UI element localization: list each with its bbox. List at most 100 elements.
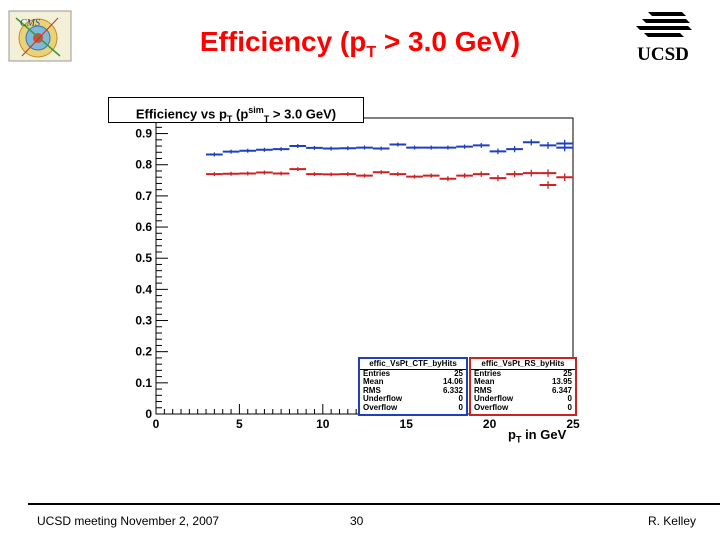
stats-value: 0: [458, 394, 463, 404]
stats-label: Mean: [474, 377, 495, 387]
chart-title-f: > 3.0 GeV): [269, 106, 337, 122]
data-point: [539, 141, 557, 149]
stats-value: 25: [563, 369, 572, 378]
y-tick-label: 0: [145, 407, 152, 421]
stats-label: Entries: [363, 369, 391, 378]
chart-title-d: sim: [248, 105, 264, 115]
data-point: [272, 171, 290, 176]
slide-title-sub: T: [366, 44, 377, 61]
x-tick-label: 5: [236, 417, 243, 431]
data-point: [222, 149, 240, 154]
data-point: [372, 146, 390, 151]
stats-label: Overflow: [474, 402, 509, 412]
chart-title-b: T: [226, 113, 233, 124]
y-tick-label: 0.2: [135, 345, 152, 359]
stats-row: Mean 13.95: [471, 377, 575, 387]
x-tick-label: 15: [400, 417, 414, 431]
x-axis-label-a: p: [508, 427, 516, 442]
data-point: [472, 142, 490, 148]
data-point: [406, 145, 423, 150]
data-point: [239, 148, 257, 153]
data-point: [489, 175, 507, 182]
chart-title: Efficiency vs pT (psimT > 3.0 GeV): [108, 97, 364, 124]
stats-value: 0: [458, 402, 463, 412]
data-point: [506, 146, 523, 153]
x-axis-label: pT in GeV: [508, 427, 566, 445]
data-point: [522, 169, 540, 177]
stats-label: RMS: [363, 385, 381, 395]
slide-title: Efficiency (pT > 3.0 GeV): [130, 26, 590, 62]
stats-row: Mean 14.06: [360, 377, 466, 387]
y-tick-label: 0.9: [135, 127, 152, 141]
stats-label: Entries: [474, 369, 502, 378]
y-tick-label: 0.4: [135, 282, 152, 296]
data-point: [306, 145, 323, 150]
series-ctf: [206, 139, 573, 157]
data-point: [256, 170, 273, 175]
stats-row: RMS 6.332: [360, 385, 466, 395]
series-rs: [206, 167, 573, 189]
ucsd-logo-text: UCSD: [637, 44, 689, 64]
data-point: [239, 171, 257, 176]
x-tick-label: 10: [316, 417, 330, 431]
stats-box-rs: effic_VsPt_RS_byHits Entries 25 Mean 13.95…: [469, 357, 577, 416]
stats-value: 0: [567, 402, 572, 412]
data-point: [539, 181, 557, 189]
stats-row: Underflow 0: [471, 394, 575, 404]
stats-value: 6.332: [442, 385, 463, 395]
data-point: [389, 142, 407, 147]
stats-row: RMS 6.347: [471, 385, 575, 395]
slide-title-prefix: Efficiency (p: [199, 26, 367, 57]
data-point: [372, 170, 390, 175]
data-point: [356, 173, 373, 178]
data-point: [539, 169, 557, 177]
slide-title-suffix: > 3.0 GeV): [376, 26, 521, 57]
y-tick-label: 0.6: [135, 220, 152, 234]
ucsd-logo: UCSD: [626, 8, 700, 69]
y-tick-label: 0.5: [135, 251, 152, 265]
data-point: [472, 171, 490, 177]
stats-box-ctf-name: effic_VsPt_CTF_byHits: [360, 359, 466, 370]
footer-rule: [28, 503, 720, 505]
chart-title-a: Efficiency vs p: [135, 106, 227, 122]
y-tick-label: 0.7: [135, 189, 152, 203]
stats-row: Underflow 0: [360, 394, 466, 404]
stats-label: Underflow: [474, 394, 514, 404]
data-point: [306, 172, 323, 177]
stats-label: Underflow: [363, 394, 403, 404]
x-tick-label: 0: [153, 417, 160, 431]
stats-box-ctf: effic_VsPt_CTF_byHits Entries 25 Mean 14.0…: [358, 357, 468, 416]
y-tick-label: 0.3: [135, 314, 152, 328]
data-point: [339, 172, 357, 177]
stats-value: 13.95: [551, 377, 572, 387]
x-axis-label-c: in GeV: [521, 427, 567, 442]
data-point: [256, 147, 273, 152]
data-point: [289, 144, 307, 149]
stats-row: Overflow 0: [471, 402, 575, 412]
data-point: [439, 145, 457, 150]
stats-row: Overflow 0: [360, 402, 466, 412]
data-point: [206, 152, 223, 157]
data-point: [556, 139, 573, 148]
data-point: [222, 171, 240, 176]
footer-meeting: UCSD meeting November 2, 2007: [37, 514, 220, 528]
cms-logo: CMS: [8, 10, 72, 67]
stats-label: RMS: [474, 385, 492, 395]
x-tick-label: 25: [566, 417, 580, 431]
data-point: [406, 174, 423, 179]
stats-label: Mean: [363, 377, 384, 387]
footer-author: R. Kelley: [647, 514, 696, 528]
data-point: [339, 146, 357, 151]
stats-value: 0: [567, 394, 572, 404]
stats-label: Overflow: [363, 402, 398, 412]
data-point: [389, 172, 407, 177]
data-point: [506, 170, 523, 178]
data-point: [272, 147, 290, 152]
data-point: [356, 145, 373, 150]
data-point: [522, 139, 540, 146]
data-point: [206, 172, 223, 177]
y-tick-label: 0.1: [135, 376, 152, 390]
chart-title-e: T: [263, 113, 270, 124]
stats-row: Entries 25: [471, 369, 575, 378]
